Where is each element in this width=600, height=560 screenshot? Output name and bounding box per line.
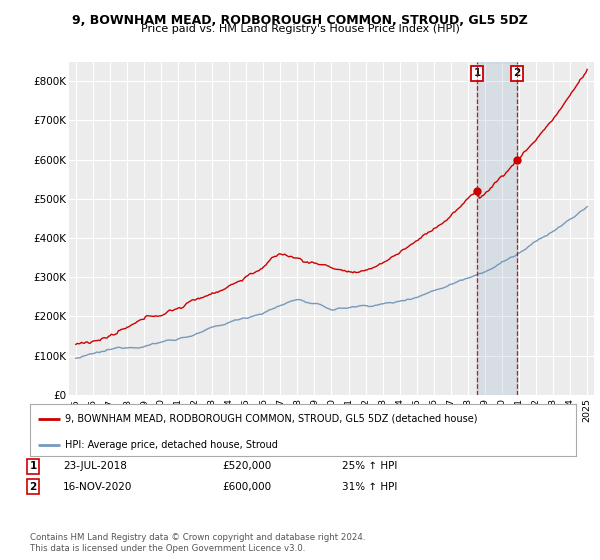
Text: 16-NOV-2020: 16-NOV-2020 [63, 482, 133, 492]
Text: 9, BOWNHAM MEAD, RODBOROUGH COMMON, STROUD, GL5 5DZ (detached house): 9, BOWNHAM MEAD, RODBOROUGH COMMON, STRO… [65, 414, 478, 424]
Text: 2: 2 [514, 68, 521, 78]
Text: 1: 1 [29, 461, 37, 472]
Text: £520,000: £520,000 [222, 461, 271, 472]
Text: Contains HM Land Registry data © Crown copyright and database right 2024.
This d: Contains HM Land Registry data © Crown c… [30, 533, 365, 553]
Bar [477, 62, 517, 395]
Text: Price paid vs. HM Land Registry's House Price Index (HPI): Price paid vs. HM Land Registry's House … [140, 24, 460, 34]
Text: £600,000: £600,000 [222, 482, 271, 492]
Text: 31% ↑ HPI: 31% ↑ HPI [342, 482, 397, 492]
Text: HPI: Average price, detached house, Stroud: HPI: Average price, detached house, Stro… [65, 440, 278, 450]
Text: 9, BOWNHAM MEAD, RODBOROUGH COMMON, STROUD, GL5 5DZ: 9, BOWNHAM MEAD, RODBOROUGH COMMON, STRO… [72, 14, 528, 27]
Text: 1: 1 [473, 68, 481, 78]
Text: 23-JUL-2018: 23-JUL-2018 [63, 461, 127, 472]
Text: 25% ↑ HPI: 25% ↑ HPI [342, 461, 397, 472]
Text: 2: 2 [29, 482, 37, 492]
